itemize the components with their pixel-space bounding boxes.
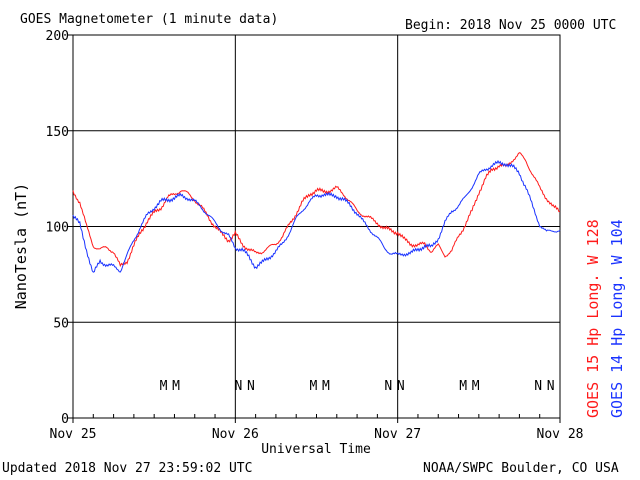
y-tick-label: 150 [46,125,69,140]
y-tick-label: 50 [53,316,69,331]
x-tick-label: Nov 26 [212,427,259,442]
event-marker: M [172,379,180,394]
event-marker: M [322,379,330,394]
x-axis-label: Universal Time [261,442,371,457]
series-line-goes15 [72,152,561,268]
x-tick-label: Nov 25 [50,427,97,442]
event-marker: N [235,379,243,394]
event-marker: N [397,379,405,394]
y-axis-label: NanoTesla (nT) [12,183,30,309]
updated-timestamp: Updated 2018 Nov 27 23:59:02 UTC [2,461,252,476]
axis-ticks: 0 50 100 150 200 Nov 25 Nov 26 Nov 27 Nov 28 [46,29,584,442]
legend-goes15: GOES 15 Hp Long. W 128 [584,219,602,418]
legend-goes14: GOES 14 Hp Long. W 104 [608,219,626,418]
event-marker: M [459,379,467,394]
begin-time: Begin: 2018 Nov 25 0000 UTC [405,18,616,33]
x-tick-label: Nov 27 [374,427,421,442]
x-tick-label: Nov 28 [537,427,584,442]
credit-text: NOAA/SWPC Boulder, CO USA [423,461,619,476]
event-marker: M [160,379,168,394]
data-series [72,152,561,273]
y-tick-label: 0 [61,412,69,427]
event-marker: N [534,379,542,394]
chart-title: GOES Magnetometer (1 minute data) [20,12,278,27]
y-tick-label: 200 [46,29,69,44]
event-marker: N [547,379,555,394]
event-marker: M [472,379,480,394]
event-marker: N [384,379,392,394]
event-marker: M [309,379,317,394]
y-tick-label: 100 [46,221,69,236]
series-line-goes14 [72,159,561,273]
event-marker: N [247,379,255,394]
grid-lines [73,35,560,418]
